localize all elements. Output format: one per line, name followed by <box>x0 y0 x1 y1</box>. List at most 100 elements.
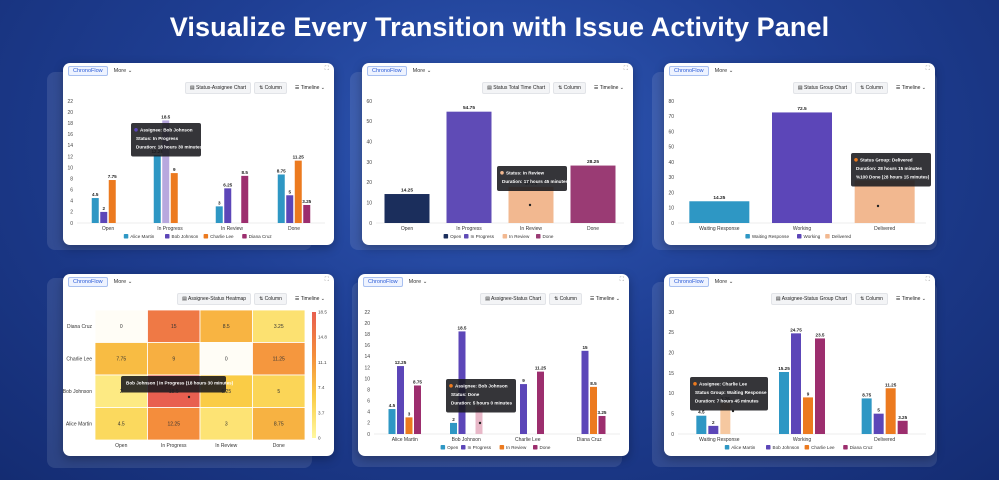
heatmap-cell[interactable] <box>252 374 306 408</box>
bar[interactable] <box>91 198 99 223</box>
bar[interactable] <box>885 388 896 434</box>
more-menu[interactable]: More ⌄ <box>412 68 432 74</box>
timeline-dropdown[interactable]: ☰ Timeline ⌄ <box>294 85 325 91</box>
timeline-dropdown[interactable]: ☰ Timeline ⌄ <box>589 296 620 302</box>
bar[interactable] <box>446 111 492 223</box>
bar[interactable] <box>277 174 285 223</box>
bar[interactable] <box>170 173 178 223</box>
column-button[interactable]: ⇅ Column <box>254 82 287 94</box>
heatmap-cell[interactable] <box>147 342 201 376</box>
legend-item[interactable]: In Progress <box>461 445 492 450</box>
heatmap-cell[interactable] <box>252 342 306 376</box>
bar[interactable] <box>598 415 606 434</box>
column-button[interactable]: ⇅ Column <box>549 293 582 305</box>
bar[interactable] <box>803 397 813 434</box>
bar[interactable] <box>153 155 161 223</box>
bar[interactable] <box>162 120 170 223</box>
expand-icon[interactable]: ⛶ <box>324 277 329 283</box>
heatmap-cell[interactable] <box>199 309 253 343</box>
expand-icon[interactable]: ⛶ <box>925 66 930 72</box>
chart-type-button[interactable]: ▤ Status Group Chart <box>792 82 853 94</box>
legend-item[interactable]: In Progress <box>464 234 495 239</box>
heatmap-cell[interactable] <box>199 342 253 376</box>
tab-chronoflow[interactable]: ChronoFlow <box>68 66 108 76</box>
bar[interactable] <box>303 204 311 223</box>
legend-item[interactable]: Alice Martin <box>123 234 155 239</box>
more-menu[interactable]: More ⌄ <box>714 68 734 74</box>
bar[interactable] <box>388 409 396 434</box>
bar[interactable] <box>475 406 483 434</box>
bar[interactable] <box>520 384 527 434</box>
bar[interactable] <box>108 180 116 223</box>
bar[interactable] <box>414 385 421 434</box>
legend-item[interactable]: Delivered <box>825 234 852 239</box>
legend-item[interactable]: Diana Cruz <box>242 234 272 239</box>
column-button[interactable]: ⇅ Column <box>855 293 888 305</box>
bar[interactable] <box>708 425 719 434</box>
bar[interactable] <box>241 175 249 223</box>
chart-type-button[interactable]: ▤ Status-Assignee Chart <box>184 82 252 94</box>
bar[interactable] <box>779 371 789 434</box>
column-button[interactable]: ⇅ Column <box>553 82 586 94</box>
chart-type-button[interactable]: ▤ Status Total Time Chart <box>482 82 551 94</box>
legend-item[interactable]: Done <box>533 445 551 450</box>
bar[interactable] <box>815 338 825 434</box>
legend-item[interactable]: In Review <box>502 234 530 239</box>
bar[interactable] <box>696 415 707 434</box>
timeline-dropdown[interactable]: ☰ Timeline ⌄ <box>294 296 325 302</box>
bar[interactable] <box>772 112 832 223</box>
more-menu[interactable]: More ⌄ <box>714 279 734 285</box>
bar[interactable] <box>581 350 589 434</box>
chart-type-button[interactable]: ▤ Assignee-Status Group Chart <box>770 293 853 305</box>
bar[interactable] <box>689 201 750 223</box>
timeline-dropdown[interactable]: ☰ Timeline ⌄ <box>593 85 624 91</box>
bar[interactable] <box>294 160 302 223</box>
heatmap-cell[interactable] <box>94 309 148 343</box>
expand-icon[interactable]: ⛶ <box>324 66 329 72</box>
legend-item[interactable]: Bob Johnson <box>766 445 800 450</box>
tab-chronoflow[interactable]: ChronoFlow <box>68 277 108 287</box>
expand-icon[interactable]: ⛶ <box>623 66 628 72</box>
timeline-dropdown[interactable]: ☰ Timeline ⌄ <box>895 85 926 91</box>
legend-item[interactable]: Working <box>797 234 821 239</box>
chart-type-button[interactable]: ▤ Assignee-Status Chart <box>480 293 547 305</box>
bar[interactable] <box>570 165 616 223</box>
more-menu[interactable]: More ⌄ <box>113 68 133 74</box>
bar[interactable] <box>590 386 597 434</box>
bar[interactable] <box>897 420 908 434</box>
bar[interactable] <box>100 211 108 223</box>
heatmap-cell[interactable] <box>94 342 148 376</box>
bar[interactable] <box>791 333 801 434</box>
legend-item[interactable]: In Review <box>499 445 527 450</box>
heatmap-cell[interactable] <box>147 407 201 441</box>
legend-item[interactable]: Open <box>440 445 459 450</box>
bar[interactable] <box>215 206 223 223</box>
bar[interactable] <box>537 371 544 434</box>
tab-chronoflow[interactable]: ChronoFlow <box>367 66 407 76</box>
bar[interactable] <box>384 194 430 223</box>
tab-chronoflow[interactable]: ChronoFlow <box>669 66 709 76</box>
column-button[interactable]: ⇅ Column <box>855 82 888 94</box>
heatmap-cell[interactable] <box>252 309 306 343</box>
expand-icon[interactable]: ⛶ <box>925 277 930 283</box>
bar[interactable] <box>286 195 294 223</box>
legend-item[interactable]: Alice Martin <box>724 445 756 450</box>
chart-type-button[interactable]: ▤ Assignee-Status Heatmap <box>177 293 252 305</box>
legend-item[interactable]: Charlie Lee <box>804 445 835 450</box>
bar[interactable] <box>720 402 731 434</box>
timeline-dropdown[interactable]: ☰ Timeline ⌄ <box>895 296 926 302</box>
bar[interactable] <box>224 188 232 223</box>
bar[interactable] <box>397 366 404 434</box>
bar[interactable] <box>873 413 884 434</box>
heatmap-cell[interactable] <box>94 407 148 441</box>
legend-item[interactable]: Open <box>443 234 462 239</box>
legend-item[interactable]: Done <box>536 234 554 239</box>
expand-icon[interactable]: ⛶ <box>619 277 624 283</box>
more-menu[interactable]: More ⌄ <box>408 279 428 285</box>
legend-item[interactable]: Waiting Response <box>745 234 789 239</box>
bar[interactable] <box>861 398 872 434</box>
tab-chronoflow[interactable]: ChronoFlow <box>363 277 403 287</box>
column-button[interactable]: ⇅ Column <box>254 293 287 305</box>
legend-item[interactable]: Bob Johnson <box>165 234 199 239</box>
legend-item[interactable]: Charlie Lee <box>203 234 234 239</box>
